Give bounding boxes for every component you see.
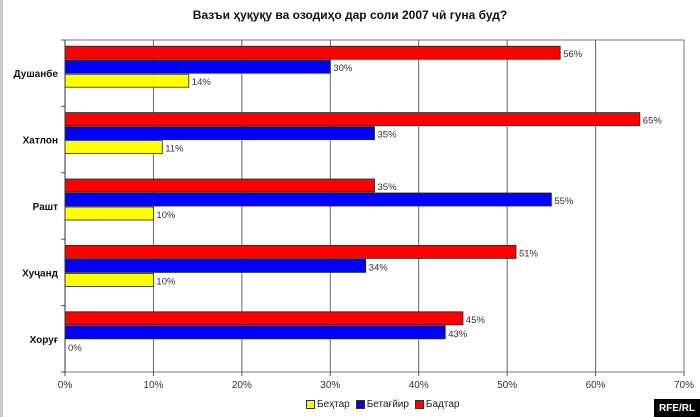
bar-Беҳтар bbox=[64, 140, 163, 155]
legend-label: Бетағйир bbox=[366, 399, 409, 410]
data-label: 55% bbox=[554, 196, 574, 207]
data-label: 35% bbox=[378, 130, 398, 141]
data-label: 35% bbox=[378, 182, 398, 193]
legend-swatch bbox=[306, 400, 315, 409]
bar-Бадтар bbox=[64, 311, 464, 326]
data-label: 10% bbox=[156, 210, 176, 221]
legend-label: Бадтар bbox=[425, 399, 460, 410]
x-tick-label: 10% bbox=[143, 380, 163, 391]
data-label: 0% bbox=[68, 343, 82, 354]
category-label: Хоруғ bbox=[30, 335, 58, 346]
bar-Беҳтар bbox=[64, 272, 154, 287]
bar-Бадтар bbox=[64, 178, 375, 193]
legend: Беҳтар Бетағйир Бадтар bbox=[306, 399, 459, 410]
legend-swatch bbox=[355, 400, 365, 409]
legend-item: Бадтар bbox=[414, 399, 460, 410]
category-label: Рашт bbox=[33, 202, 58, 213]
x-tick-label: 20% bbox=[232, 380, 252, 391]
bar-Бетағйир bbox=[64, 192, 552, 207]
data-label: 65% bbox=[643, 116, 663, 127]
bar-chart: 0% 10% 20% 30% 40% 50% 60% 70% Душанбе 56% 30% 14% Х… bbox=[14, 39, 694, 391]
x-tick-label: 0% bbox=[58, 380, 73, 391]
data-label: 34% bbox=[369, 262, 389, 273]
bar-Беҳтар bbox=[64, 206, 154, 221]
x-tick-label: 70% bbox=[674, 380, 694, 391]
bar-Бадтар bbox=[64, 244, 517, 259]
bar-Бетағйир bbox=[64, 59, 331, 74]
bar-Бадтар bbox=[64, 45, 561, 60]
category-label: Хатлон bbox=[23, 136, 58, 147]
data-label: 30% bbox=[333, 63, 353, 74]
bar-Бетағйир bbox=[64, 325, 446, 340]
chart-title: Вазъи ҳуқуқу ва озодиҳо дар соли 2007 чӣ… bbox=[192, 8, 508, 22]
category-label: Душанбе bbox=[14, 68, 59, 80]
data-label: 45% bbox=[466, 315, 486, 326]
category-label: Хуҷанд bbox=[22, 268, 59, 279]
legend-item: Бетағйир bbox=[355, 399, 409, 410]
x-tick-label: 50% bbox=[497, 380, 517, 391]
data-label: 10% bbox=[156, 276, 176, 287]
bar-Бадтар bbox=[64, 112, 641, 126]
x-tick-label: 60% bbox=[586, 380, 606, 391]
data-label: 14% bbox=[192, 77, 212, 88]
x-tick-label: 30% bbox=[320, 380, 340, 391]
legend-label: Беҳтар bbox=[317, 399, 350, 410]
rferl-logo: RFE/RL bbox=[654, 399, 700, 417]
data-label: 56% bbox=[563, 49, 583, 60]
legend-item: Беҳтар bbox=[306, 399, 350, 410]
bar-Бетағйир bbox=[64, 126, 375, 140]
data-label: 43% bbox=[448, 329, 468, 340]
bar-Бетағйир bbox=[64, 258, 367, 273]
bar-Беҳтар bbox=[64, 73, 190, 88]
legend-swatch bbox=[414, 400, 424, 409]
data-label: 51% bbox=[519, 248, 539, 259]
x-tick-label: 40% bbox=[409, 380, 429, 391]
left-border bbox=[0, 0, 3, 417]
data-label: 11% bbox=[165, 144, 184, 155]
